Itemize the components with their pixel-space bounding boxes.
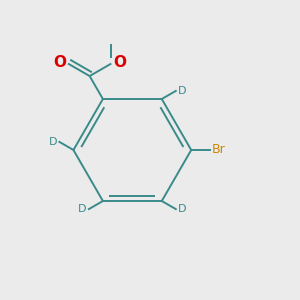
Text: Br: Br xyxy=(212,143,226,157)
Text: O: O xyxy=(113,55,126,70)
Text: O: O xyxy=(53,55,66,70)
Text: D: D xyxy=(78,204,87,214)
Text: D: D xyxy=(49,137,57,147)
Text: D: D xyxy=(178,204,187,214)
Text: D: D xyxy=(178,86,187,96)
